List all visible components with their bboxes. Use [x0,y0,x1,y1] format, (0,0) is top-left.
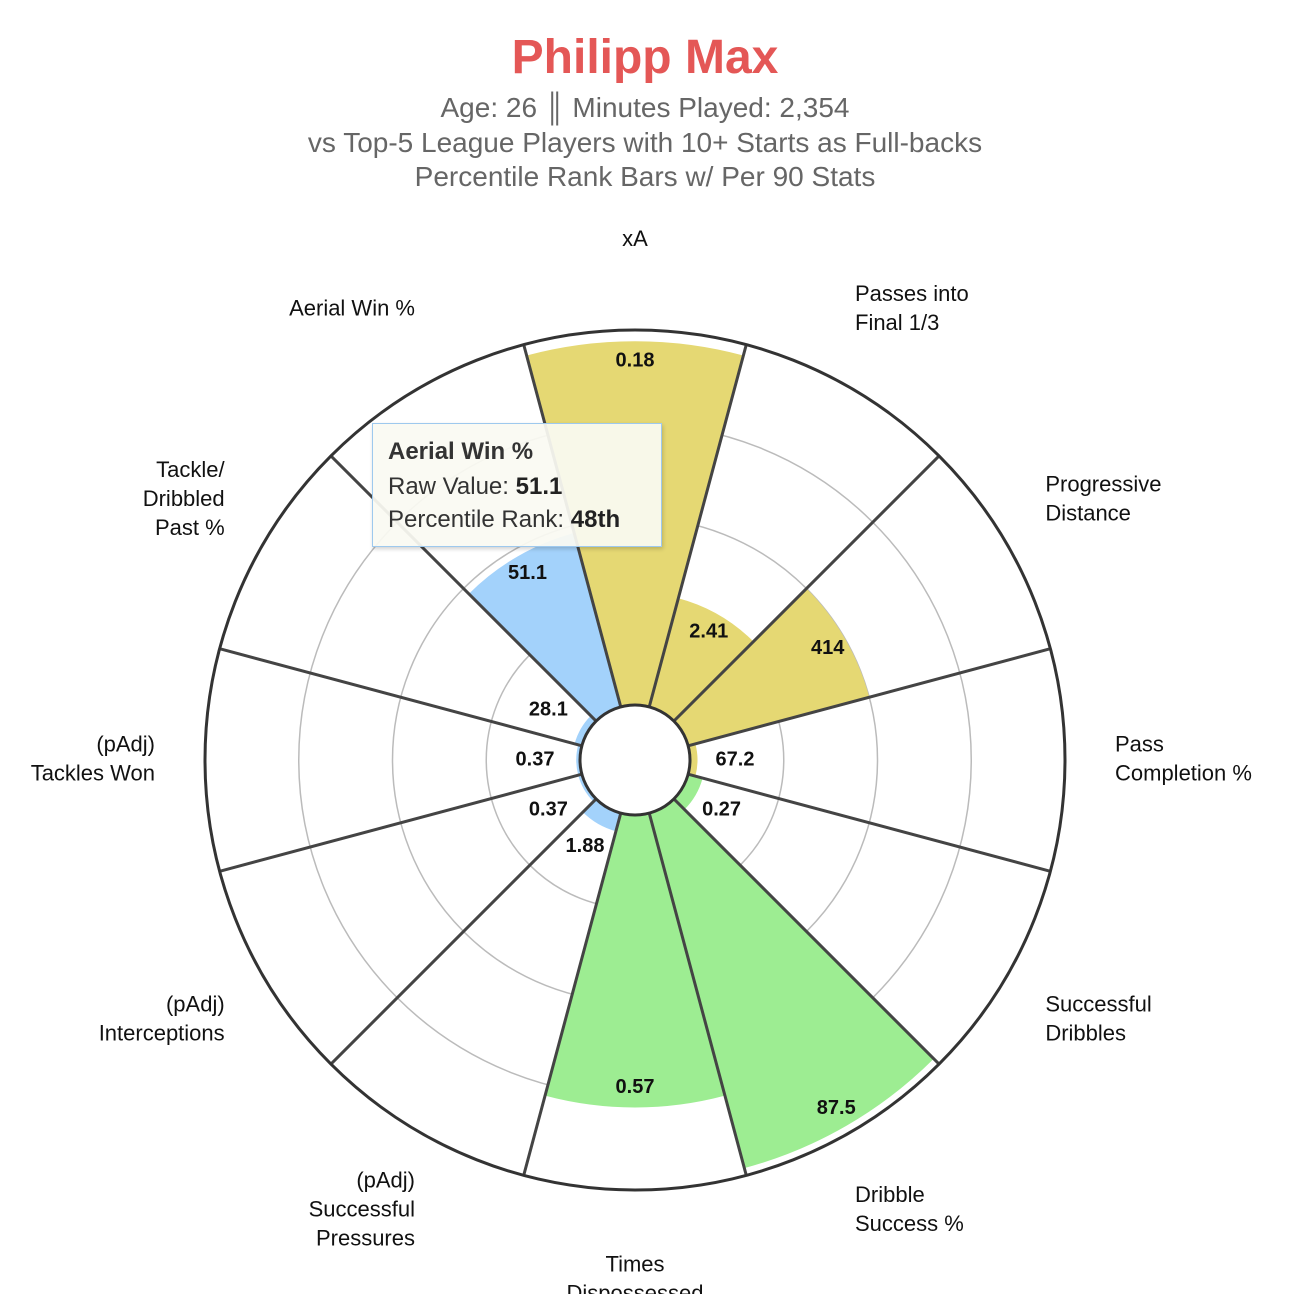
subtitle-comparison: vs Top-5 League Players with 10+ Starts … [307,127,983,158]
axis-spoke [687,772,1051,873]
bar-times-dispossessed [545,813,725,1108]
value-label: 0.57 [616,1076,655,1098]
bar-passes-into-final-1-3 [649,598,754,722]
category-label: (pAdj) Tackles Won [31,731,155,785]
center-hole [578,703,692,817]
axis-spoke [522,812,623,1176]
category-label: Dribble Success % [855,1182,964,1236]
axis-spoke [329,797,598,1066]
tooltip-raw-value: 51.1 [515,473,563,500]
bar-padj-successful-pressures [582,798,621,832]
tooltip-percentile-label: Percentile Rank: [388,506,565,533]
tooltip-title: Aerial Win % [388,438,534,465]
category-label: Passes into Final 1/3 [855,281,969,335]
axis-spoke [647,344,748,708]
subtitle-description: Percentile Rank Bars w/ Per 90 Stats [414,161,876,192]
value-label: 67.2 [716,748,755,770]
bar-successful-dribbles [673,774,703,810]
category-label: Progressive Distance [1045,471,1161,525]
category-label: (pAdj) Successful Pressures [309,1167,415,1250]
bar-aerial-win [468,533,621,722]
tooltip-raw-label: Raw Value: [388,473,509,500]
axis-spoke [687,647,1051,748]
value-label: 0.27 [702,798,741,820]
bar-tackle-dribbled-past [574,715,597,746]
axis-spoke [219,772,583,873]
axis-spoke [647,812,748,1176]
category-label: Successful Dribbles [1045,991,1151,1045]
value-label: 51.1 [508,562,547,584]
value-label: 0.37 [529,798,568,820]
tooltip-percentile-row: Percentile Rank: 48th [388,506,661,534]
value-label: 28.1 [529,698,568,720]
value-label: 2.41 [689,621,728,643]
value-label: 1.88 [566,835,605,857]
category-label: xA [622,226,648,251]
outer-ring [203,328,1067,1192]
axis-spoke [219,647,583,748]
subtitle-age-minutes: Age: 26 ║ Minutes Played: 2,354 [440,92,850,123]
value-label: 414 [811,637,845,659]
value-label: 87.5 [817,1097,856,1119]
category-label: (pAdj) Interceptions [99,991,225,1045]
tooltip-raw-row: Raw Value: 51.1 [388,473,661,501]
category-label: Pass Completion % [1115,731,1252,785]
bar-progressive-distance [673,588,870,746]
page-title: Philipp Max [511,31,779,84]
tooltip: Aerial Win % Raw Value: 51.1 Percentile … [372,423,662,547]
value-label: 0.37 [516,748,555,770]
category-label: Times Dispossessed [567,1251,704,1294]
tooltip-percentile-value: 48th [570,506,621,533]
category-label: Aerial Win % [289,295,415,320]
axis-spoke [672,797,941,1066]
category-label: Tackle/Dribbled Past % [143,457,226,540]
axis-spoke [672,454,941,723]
value-label: 0.18 [616,350,655,372]
